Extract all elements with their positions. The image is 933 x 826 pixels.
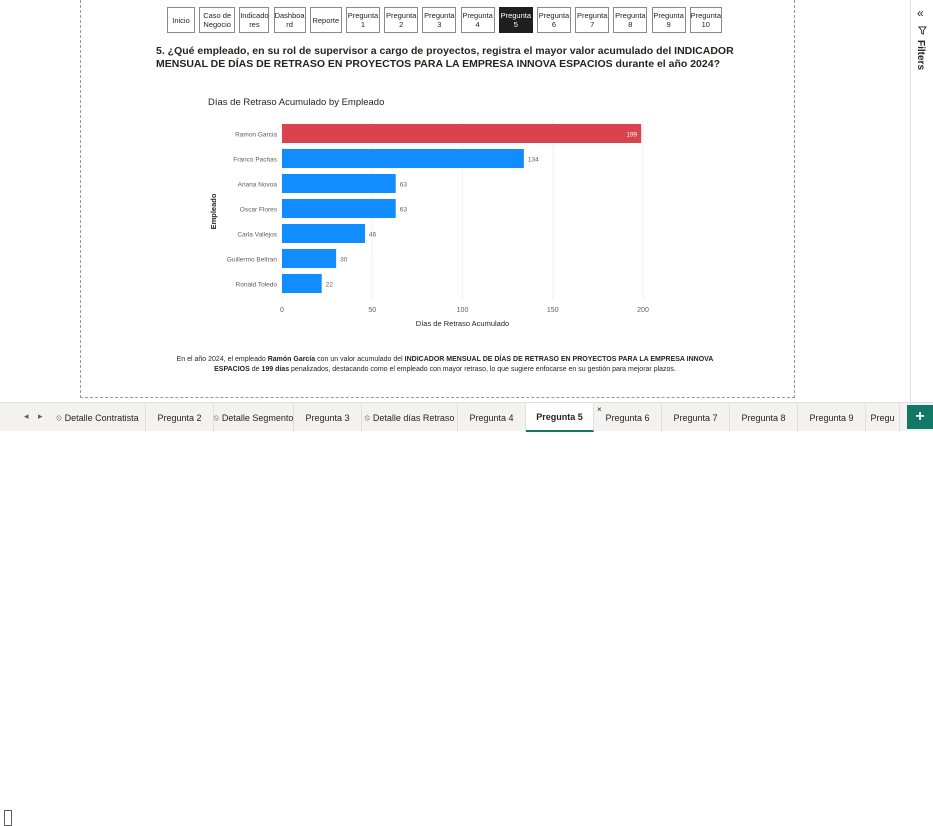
report-page: [80, 0, 795, 398]
y-tick-label: Ariana Novoa: [238, 182, 278, 189]
page-tab-label: Pregunta 6: [605, 412, 650, 423]
add-page-button[interactable]: +: [907, 405, 933, 429]
page-tab[interactable]: Pregunta 4: [458, 403, 526, 432]
conclusion-employee: Ramón García: [267, 356, 316, 363]
page-tab-label: Pregunta 2: [157, 412, 202, 423]
chart-title: Días de Retraso Acumulado by Empleado: [208, 97, 385, 108]
scroll-left-icon[interactable]: ◂: [24, 411, 29, 421]
page-tab-label: Pregunta 7: [673, 412, 718, 423]
page-tab[interactable]: Pregunta 9: [798, 403, 866, 432]
page-tab-label: Pregu: [870, 412, 895, 423]
page-tab-label: Pregunta 3: [305, 412, 350, 423]
nav-button[interactable]: Inicio: [167, 7, 195, 33]
page-tab-label: Pregunta 4: [469, 412, 514, 423]
page-tab[interactable]: ⦸ Detalle días Retraso: [362, 403, 458, 432]
nav-button[interactable]: Pregunta 3: [422, 7, 457, 33]
x-tick-label: 200: [637, 307, 649, 314]
page-tab[interactable]: ⦸ Detalle Contratista: [50, 403, 146, 432]
page-tab[interactable]: Pregunta 7: [662, 403, 730, 432]
nav-button[interactable]: Reporte: [309, 7, 342, 33]
page-tab-label: Pregunta 9: [809, 412, 854, 423]
funnel-icon[interactable]: [918, 26, 927, 35]
nav-button[interactable]: Pregunta 6: [537, 7, 571, 33]
page-tab-bar: ◂ ▸ ⦸ Detalle Contratista Pregunta 2 ⦸ Detal…: [0, 402, 933, 826]
nav-button[interactable]: Caso de Negocio: [199, 7, 236, 33]
y-tick-label: Ramon Garcia: [235, 132, 277, 139]
conclusion-part: con un valor acumulado del: [315, 356, 405, 363]
data-label: 30: [340, 257, 348, 264]
data-label: 134: [528, 157, 539, 164]
conclusion-part: En el año 2024, el empleado: [176, 356, 268, 363]
conclusion-value: 199 días: [261, 366, 290, 373]
nav-button[interactable]: Pregunta 1: [346, 7, 380, 33]
conclusion-text: En el año 2024, el empleado Ramón García…: [160, 355, 730, 375]
y-tick-label: Ronald Toledo: [236, 282, 278, 289]
nav-button[interactable]: Pregunta 7: [575, 7, 610, 33]
page-tab-label: Detalle días Retraso: [372, 412, 455, 423]
x-tick-label: 0: [280, 307, 284, 314]
y-axis-title: Empleado: [209, 193, 218, 229]
data-label: 22: [326, 282, 334, 289]
page-tab[interactable]: Pregunta 8: [730, 403, 798, 432]
scroll-right-icon[interactable]: ▸: [38, 411, 43, 421]
page-tab-label: Detalle Segmento: [221, 412, 294, 423]
page-tab[interactable]: ⦸ Detalle Segmento: [214, 403, 294, 432]
nav-button[interactable]: Pregunta 10: [689, 7, 722, 33]
page-tab-label: Pregunta 5: [536, 411, 583, 422]
page-view-icon[interactable]: [4, 810, 12, 826]
nav-button[interactable]: Pregunta 4: [460, 7, 495, 33]
nav-button[interactable]: Pregunta 5: [498, 7, 533, 33]
page-tab[interactable]: Pregunta 6: [594, 403, 662, 432]
bar[interactable]: [282, 224, 366, 243]
hidden-page-icon: ⦸: [364, 412, 370, 422]
x-axis-title: Días de Retraso Acumulado: [416, 319, 509, 328]
page-tab[interactable]: Pregunta 5: [526, 403, 594, 432]
x-tick-label: 150: [547, 307, 559, 314]
nav-button[interactable]: Dashboa rd: [273, 7, 306, 33]
bar[interactable]: [282, 149, 524, 168]
page-tab[interactable]: Pregunta 3: [294, 403, 362, 432]
bar[interactable]: [282, 124, 642, 143]
y-tick-label: Franco Pachas: [233, 157, 277, 164]
page-tab[interactable]: Pregu: [866, 403, 900, 432]
conclusion-part: de: [249, 366, 262, 373]
data-label: 46: [369, 232, 377, 239]
filters-pane: « Filters: [910, 0, 933, 402]
nav-button[interactable]: Indicado res: [239, 7, 270, 33]
filters-label[interactable]: Filters: [915, 40, 926, 71]
double-chevron-left-icon[interactable]: «: [917, 6, 924, 20]
page-tab-label: Pregunta 8: [741, 412, 786, 423]
y-tick-label: Oscar Flores: [240, 207, 278, 214]
nav-button[interactable]: Pregunta 2: [384, 7, 419, 33]
bar-chart[interactable]: 0 50 100 150 200 Ramon Garcia 199 Franco Pachas…: [200, 112, 670, 332]
conclusion-part: penalizados, destacando como el empleado…: [289, 366, 676, 373]
page-tab[interactable]: Pregunta 2: [146, 403, 214, 432]
data-label: 199: [626, 132, 637, 139]
x-tick-label: 50: [368, 307, 376, 314]
y-tick-label: Carla Vallejos: [237, 232, 277, 239]
hidden-page-icon: ⦸: [56, 412, 62, 422]
close-tab-icon[interactable]: ×: [597, 405, 602, 414]
bar[interactable]: [282, 174, 396, 193]
bar[interactable]: [282, 249, 337, 268]
y-tick-label: Guillermo Beltran: [227, 257, 278, 264]
bar[interactable]: [282, 199, 396, 218]
nav-button[interactable]: Pregunta 8: [613, 7, 648, 33]
bar[interactable]: [282, 274, 322, 293]
data-label: 63: [400, 207, 408, 214]
x-tick-label: 100: [457, 307, 469, 314]
data-label: 63: [400, 182, 408, 189]
hidden-page-icon: ⦸: [213, 412, 219, 422]
conclusion-indicator: INDICADOR MENSUAL DE DÍAS DE RETRASO EN …: [214, 356, 714, 373]
page-tab-label: Detalle Contratista: [64, 412, 139, 423]
nav-button[interactable]: Pregunta 9: [651, 7, 686, 33]
question-heading: 5. ¿Qué empleado, en su rol de superviso…: [156, 45, 734, 70]
